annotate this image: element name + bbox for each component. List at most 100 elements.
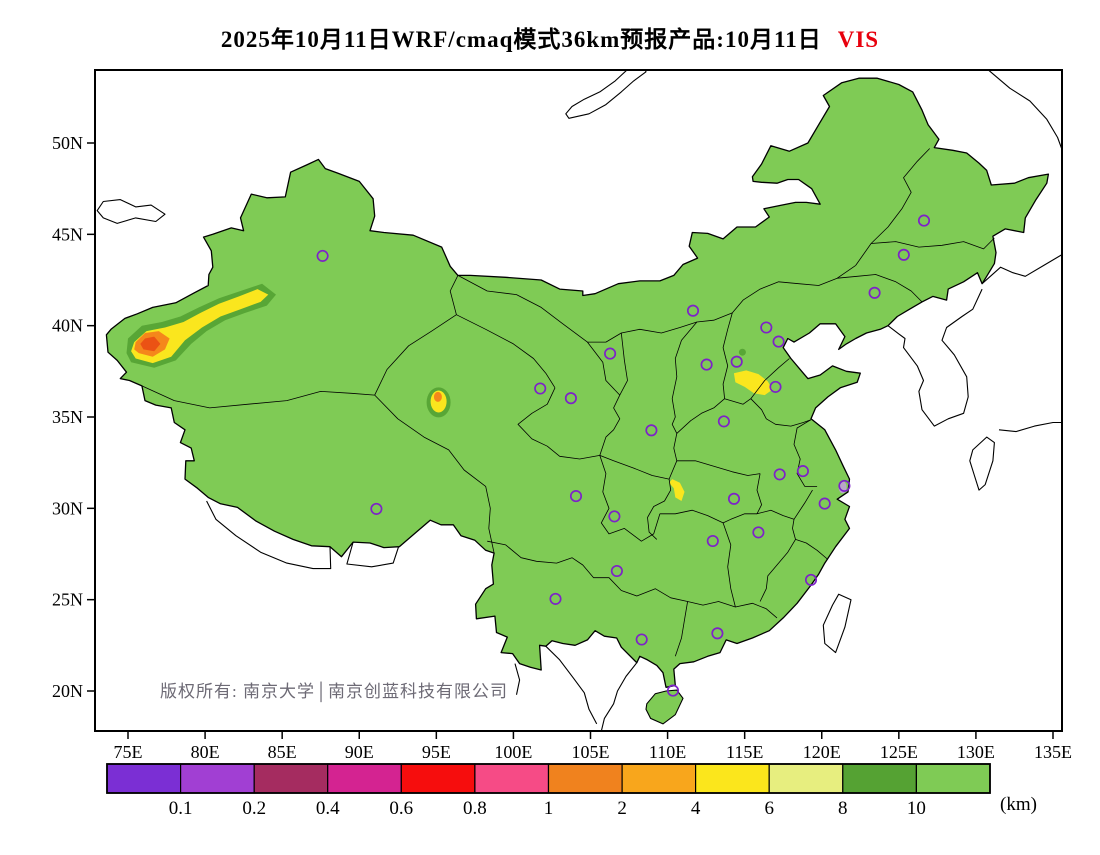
lon-tick-label: 130E	[957, 742, 995, 762]
hebei-low-vis-patch	[733, 370, 773, 396]
colorbar-segment	[621, 763, 697, 794]
lake-balkhash	[96, 199, 166, 224]
hubei-low-vis-patch	[669, 479, 685, 501]
city-marker	[700, 358, 713, 371]
colorbar-segment	[915, 763, 991, 794]
lon-tick-label: 85E	[268, 742, 297, 762]
colorbar-segment	[106, 763, 182, 794]
province-boundary	[517, 387, 670, 480]
city-marker	[549, 592, 562, 605]
colorbar-label: 8	[838, 798, 848, 819]
province-boundary	[599, 394, 621, 456]
bhutan-border	[346, 541, 400, 568]
city-marker	[897, 248, 910, 261]
city-marker	[868, 286, 881, 299]
lon-tick-label: 120E	[803, 742, 841, 762]
province-boundary	[792, 519, 796, 540]
province-boundary	[141, 385, 375, 409]
lat-tick-label: 25N	[52, 590, 83, 610]
lon-tick-label: 105E	[572, 742, 610, 762]
city-marker	[717, 415, 730, 428]
province-boundary	[871, 237, 995, 250]
hebei-green-dot	[738, 348, 746, 356]
lat-tick-label: 35N	[52, 407, 83, 427]
city-marker	[769, 380, 782, 393]
plot-frame	[94, 69, 1063, 732]
city-marker	[316, 249, 329, 262]
city-marker	[564, 392, 577, 405]
city-marker	[370, 502, 383, 515]
tarim-low-vis-core	[140, 336, 161, 352]
province-boundary	[374, 275, 459, 396]
province-boundary	[722, 522, 736, 608]
province-boundary	[456, 314, 556, 389]
colorbar-label: 2	[617, 798, 627, 819]
vietnam-coast	[600, 662, 638, 731]
province-boundary	[676, 312, 733, 434]
colorbar-frame	[106, 763, 991, 794]
axis-layer: 75E 80E 85E 90E 95E 100E 105E 110E 115E 120E 125E 1…	[52, 133, 1072, 762]
colorbar-segment	[547, 763, 623, 794]
city-marker	[635, 633, 648, 646]
colorbar-segment	[253, 763, 329, 794]
colorbar-segment	[768, 763, 844, 794]
hainan-island	[645, 689, 684, 725]
province-boundary	[795, 539, 829, 560]
city-marker	[569, 490, 583, 503]
colorbar-segment	[474, 763, 550, 794]
province-boundary	[374, 394, 495, 554]
province-boundary	[793, 419, 818, 487]
lat-tick-label: 45N	[52, 224, 83, 244]
colorbar-label: 0.8	[463, 798, 487, 819]
city-marker	[752, 526, 765, 539]
page-title: 2025年10月11日WRF/cmaq模式36km预报产品:10月11日 VIS	[0, 20, 1100, 54]
province-boundary	[676, 460, 761, 476]
colorbar-label: 6	[764, 798, 774, 819]
colorbar-segment	[694, 763, 770, 794]
lon-tick-label: 90E	[345, 742, 374, 762]
nepal-border	[206, 500, 332, 570]
title-vis-label: VIS	[837, 27, 880, 52]
kyushu-island	[969, 436, 995, 491]
province-boundary	[756, 473, 813, 520]
honshu-coast	[998, 421, 1062, 433]
city-marker	[711, 627, 724, 640]
colorbar-label: 0.1	[169, 798, 193, 819]
province-boundary	[724, 358, 790, 405]
lon-tick-label: 125E	[880, 742, 918, 762]
city-marker	[610, 564, 623, 578]
lat-tick-label: 30N	[52, 498, 83, 518]
province-boundary	[647, 321, 698, 540]
qaidam-low-vis-core	[433, 391, 442, 402]
colorbar-label: 4	[691, 798, 701, 819]
province-boundary	[674, 601, 688, 657]
city-marker	[772, 335, 785, 348]
city-marker	[917, 214, 931, 227]
lon-tick-label: 95E	[422, 742, 451, 762]
province-boundary	[837, 274, 923, 303]
colorbar-label: 0.4	[316, 798, 340, 819]
city-marker	[727, 492, 741, 505]
colorbar-label: 0.2	[242, 798, 266, 819]
colorbar-segment	[180, 763, 255, 794]
lon-tick-label: 100E	[494, 742, 532, 762]
okhotsk-coast	[987, 70, 1062, 151]
city-marker	[730, 355, 743, 368]
city-marker	[818, 497, 831, 510]
copyright-text: 版权所有: 南京大学│南京创蓝科技有限公司	[160, 681, 508, 703]
mekong-border	[514, 663, 521, 695]
city-marker	[760, 321, 773, 334]
colorbar-label: 0.6	[389, 798, 413, 819]
taiwan-island	[822, 593, 852, 654]
city-marker	[604, 347, 617, 360]
city-marker	[534, 382, 547, 395]
title-text: 2025年10月11日WRF/cmaq模式36km预报产品:10月11日	[220, 27, 822, 52]
province-boundary	[759, 539, 796, 602]
province-boundary	[457, 265, 856, 343]
province-boundary	[855, 148, 930, 266]
colorbar-label: 10	[907, 798, 926, 819]
colorbar: 0.1 0.2 0.4 0.6 0.8 1 2 4 6 8 10 (km)	[106, 763, 1037, 819]
lat-tick-label: 50N	[52, 133, 83, 153]
province-boundary	[599, 455, 661, 542]
